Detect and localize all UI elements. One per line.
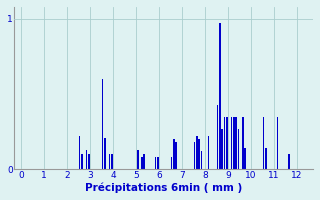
Bar [157, 157, 159, 169]
Bar [217, 105, 219, 169]
Bar [221, 129, 223, 169]
Bar [237, 129, 239, 169]
Bar [138, 150, 139, 169]
Bar [233, 117, 235, 169]
Bar [143, 154, 145, 169]
Bar [104, 138, 106, 169]
Bar [226, 117, 228, 169]
Bar [173, 139, 175, 169]
Bar [175, 142, 177, 169]
Bar [88, 154, 90, 169]
Bar [141, 157, 142, 169]
Bar [81, 154, 83, 169]
Bar [244, 148, 246, 169]
Bar [231, 117, 232, 169]
Bar [201, 151, 202, 169]
Bar [86, 150, 87, 169]
X-axis label: Précipitations 6min ( mm ): Précipitations 6min ( mm ) [85, 183, 242, 193]
Bar [224, 117, 225, 169]
Bar [102, 79, 103, 169]
Bar [196, 136, 198, 169]
Bar [276, 117, 278, 169]
Bar [235, 117, 237, 169]
Bar [111, 154, 113, 169]
Bar [263, 117, 264, 169]
Bar [155, 157, 156, 169]
Bar [288, 154, 290, 169]
Bar [219, 23, 221, 169]
Bar [265, 148, 267, 169]
Bar [79, 136, 80, 169]
Bar [194, 142, 196, 169]
Bar [242, 117, 244, 169]
Bar [198, 139, 200, 169]
Bar [109, 154, 110, 169]
Bar [208, 136, 209, 169]
Bar [171, 157, 172, 169]
